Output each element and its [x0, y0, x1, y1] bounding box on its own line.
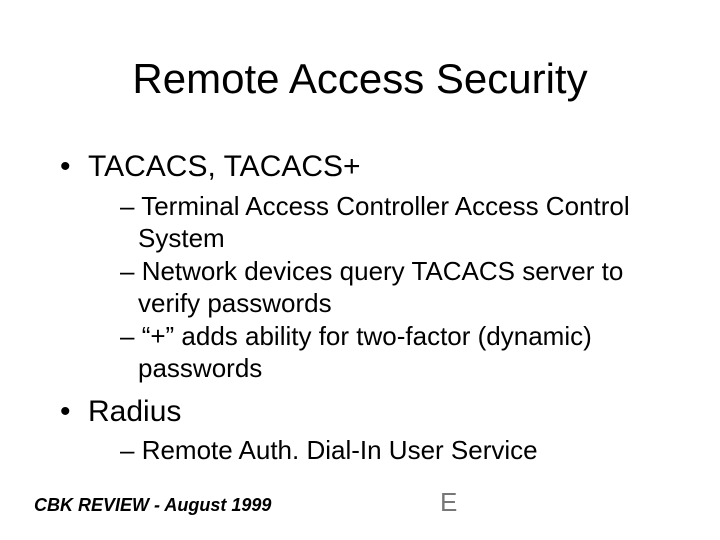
watermark: E: [440, 487, 457, 518]
slide: Remote Access Security TACACS, TACACS+ –…: [0, 0, 720, 540]
sub-bullet: – Network devices query TACACS server to…: [60, 255, 670, 320]
sub-bullet: – Remote Auth. Dial-In User Service: [60, 434, 670, 467]
bullet-radius: Radius: [60, 393, 670, 431]
bullet-tacacs: TACACS, TACACS+: [60, 148, 670, 186]
sub-bullet: – Terminal Access Controller Access Cont…: [60, 190, 670, 255]
footer-text: CBK REVIEW - August 1999: [34, 495, 271, 516]
slide-title: Remote Access Security: [0, 55, 720, 103]
sub-bullet: – “+” adds ability for two-factor (dynam…: [60, 320, 670, 385]
slide-body: TACACS, TACACS+ – Terminal Access Contro…: [60, 140, 670, 467]
